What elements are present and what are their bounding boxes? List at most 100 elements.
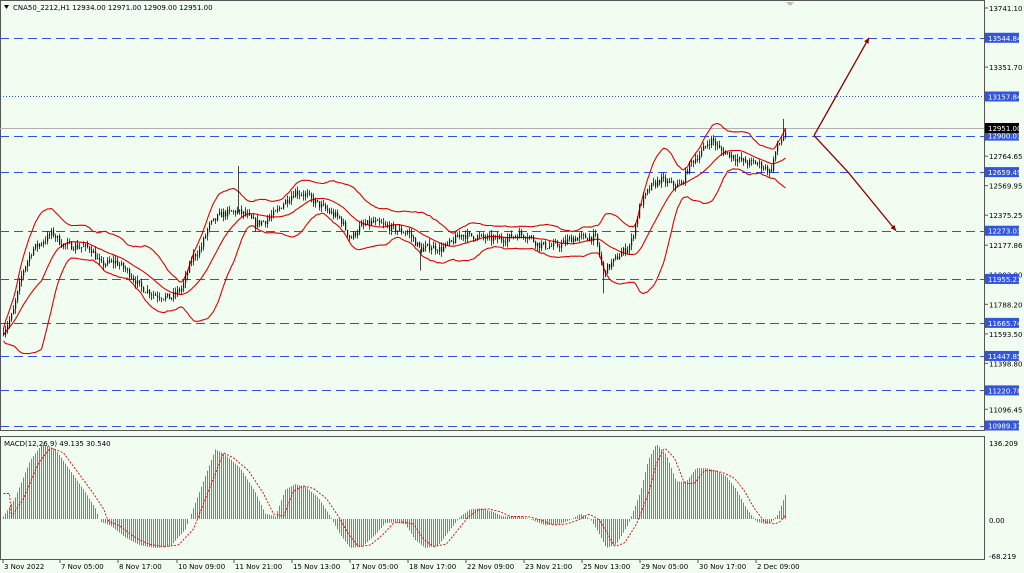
candle-body (437, 250, 439, 252)
candle-body (451, 240, 453, 242)
candle-body (351, 237, 353, 239)
time-tick-label: 8 Nov 17:00 (119, 563, 162, 571)
candle-body (519, 232, 521, 239)
candle-body (23, 270, 25, 276)
candle-body (639, 205, 641, 219)
candle-body (215, 218, 217, 221)
candle-body (143, 287, 145, 293)
candle-body (559, 246, 561, 248)
level-price-tag (985, 273, 1019, 284)
candle-body (311, 194, 313, 198)
candle-body (411, 233, 413, 238)
triangle-down-icon[interactable] (4, 5, 9, 9)
level-price-label: 11665.74 (988, 320, 1022, 328)
candle-body (669, 181, 671, 183)
candle-body (51, 230, 53, 236)
candle-body (541, 243, 543, 249)
candle-body (511, 234, 513, 238)
candle-body (21, 275, 23, 282)
macd-panel[interactable]: MACD(12,26,9) 49.135 30.540 136.209 0.00 -… (0, 436, 1018, 562)
candle-body (323, 204, 325, 206)
candle-body (375, 220, 377, 223)
price-panel[interactable]: CNA50_2212,H1 12934.00 12971.00 12909.00… (0, 0, 985, 431)
candle-body (125, 268, 127, 270)
candle-body (467, 232, 469, 239)
bearish-arrow[interactable] (813, 135, 897, 232)
candle-body (115, 260, 117, 264)
candle-body (631, 238, 633, 246)
candle-body (653, 182, 655, 184)
candle-body (267, 219, 269, 225)
candle-body (679, 183, 681, 185)
candle-body (269, 217, 271, 220)
candle-body (661, 176, 663, 184)
price-tick-label: 12375.25 (989, 212, 1022, 220)
candle-body (57, 235, 59, 238)
candle-body (429, 243, 431, 251)
candle-body (645, 193, 647, 196)
level-price-label: 12273.03 (988, 228, 1021, 236)
candle-body (755, 161, 757, 165)
candle-body (601, 254, 603, 263)
candle-body (347, 230, 349, 236)
candle-body (561, 243, 563, 248)
candle-body (363, 223, 365, 225)
candle-body (319, 201, 321, 208)
candle-body (605, 270, 607, 274)
candle-body (431, 248, 433, 251)
candle-body (77, 244, 79, 249)
candle-body (547, 248, 549, 250)
candle-body (11, 314, 13, 320)
candle-body (761, 162, 763, 169)
candle-body (421, 246, 423, 252)
horizontal-levels[interactable] (0, 38, 984, 427)
level-price-label: 11955.21 (988, 276, 1021, 284)
candle-body (393, 224, 395, 226)
candle-body (425, 245, 427, 248)
candle-body (229, 209, 231, 211)
candle-body (95, 251, 97, 260)
candle-body (117, 260, 119, 266)
candle-body (591, 236, 593, 242)
level-price-tag (985, 385, 1019, 396)
candle-body (703, 146, 705, 151)
candle-body (723, 150, 725, 155)
candle-body (191, 261, 193, 263)
candle-body (285, 199, 287, 205)
header-label[interactable]: CNA50_2212,H1 12934.00 12971.00 12909.00… (4, 4, 213, 12)
candle-body (107, 260, 109, 265)
chart-shift-icon[interactable] (786, 2, 794, 6)
candle-body (509, 234, 511, 238)
candle-body (439, 247, 441, 252)
candle-body (405, 232, 407, 234)
candle-body (29, 255, 31, 262)
candle-body (237, 211, 239, 214)
candle-body (19, 281, 21, 292)
candle-body (527, 237, 529, 239)
candle-body (179, 289, 181, 292)
bullish-arrow-head (864, 37, 869, 44)
candle-body (563, 240, 565, 244)
candle-body (773, 159, 775, 171)
candle-body (533, 236, 535, 242)
candle-body (779, 143, 781, 144)
candle-body (403, 232, 405, 234)
price-tick-label: 11788.20 (989, 301, 1022, 309)
bullish-arrow[interactable] (813, 37, 870, 136)
candle-body (413, 237, 415, 239)
forecast-arrows[interactable] (813, 37, 897, 232)
candle-body (775, 151, 777, 160)
candle-body (705, 146, 707, 147)
candle-body (555, 242, 557, 244)
candle-body (79, 247, 81, 249)
candle-body (501, 237, 503, 241)
current-price-tag (985, 123, 1019, 133)
candle-body (39, 243, 41, 247)
candle-body (85, 244, 87, 247)
candle-body (637, 218, 639, 225)
candle-body (737, 158, 739, 162)
candle-body (43, 242, 45, 245)
candle-body (695, 159, 697, 163)
candle-body (249, 213, 251, 216)
